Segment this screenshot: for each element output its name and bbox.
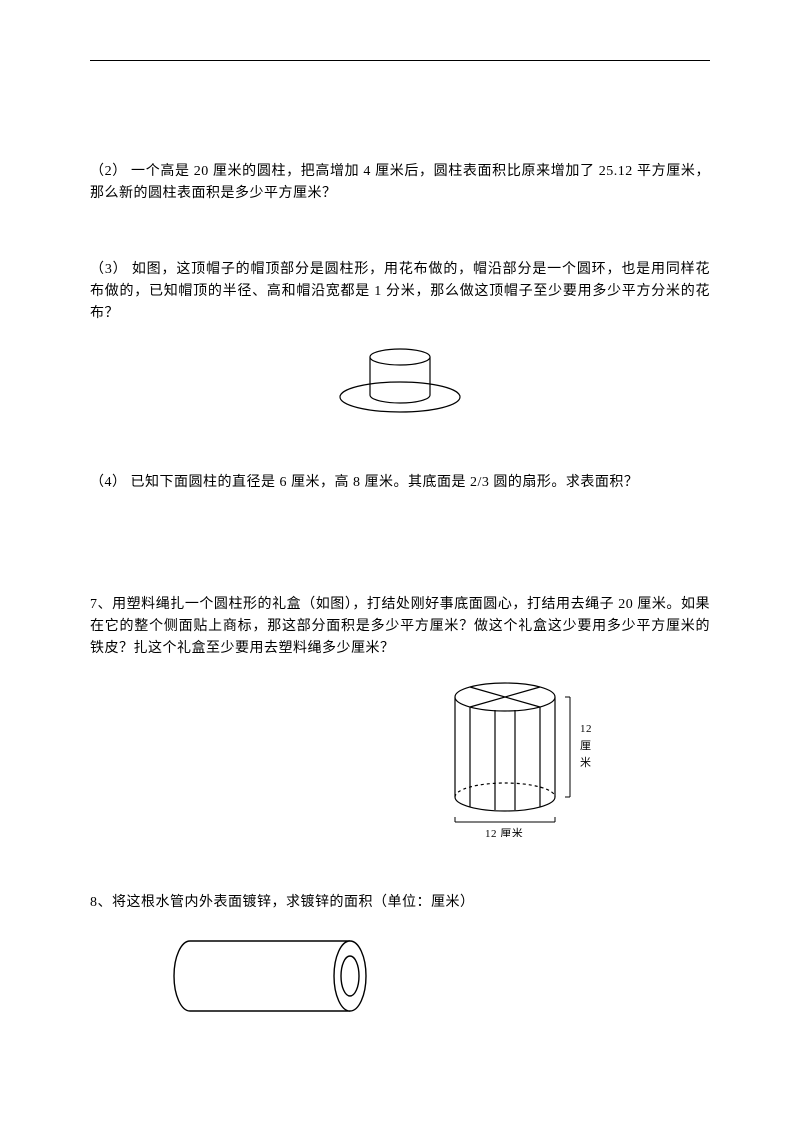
problem-4: （4） 已知下面圆柱的直径是 6 厘米，高 8 厘米。其底面是 2/3 圆的扇形… [90, 472, 710, 494]
hat-brim-inner-front [370, 395, 430, 403]
problem-4-text: （4） 已知下面圆柱的直径是 6 厘米，高 8 厘米。其底面是 2/3 圆的扇形… [90, 475, 638, 490]
problem-3-text: （3） 如图，这顶帽子的帽顶部分是圆柱形，用花布做的，帽沿部分是一个圆环，也是用… [90, 262, 710, 320]
problem-7: 7、用塑料绳扎一个圆柱形的礼盒（如图），打结处刚好事底面圆心，打结用去绳子 20… [90, 594, 710, 837]
hat-figure [315, 332, 485, 417]
problem-8-figure-wrap [90, 929, 710, 1024]
pipe-figure [170, 929, 400, 1024]
hat-crown-top [370, 349, 430, 365]
problem-8: 8、将这根水管内外表面镀锌，求镀锌的面积（单位：厘米） [90, 892, 710, 1024]
problem-2: （2） 一个高是 20 厘米的圆柱，把高增加 4 厘米后，圆柱表面积比原来增加了… [90, 161, 710, 204]
pipe-left-arc [174, 941, 190, 1011]
problem-7-figure-wrap: 12 厘 米 12 厘米 [90, 667, 710, 837]
problem-3-figure-wrap [90, 332, 710, 417]
box-dim-h-label-2: 厘 [580, 740, 592, 752]
gift-box-figure: 12 厘 米 12 厘米 [430, 667, 650, 837]
problem-7-text: 7、用塑料绳扎一个圆柱形的礼盒（如图），打结处刚好事底面圆心，打结用去绳子 20… [90, 597, 710, 655]
page-top-rule [90, 60, 710, 61]
box-dim-h-label-1: 12 [580, 723, 592, 735]
box-dim-w-label: 12 厘米 [485, 827, 523, 837]
box-dim-h-label-3: 米 [580, 756, 592, 769]
problem-2-text: （2） 一个高是 20 厘米的圆柱，把高增加 4 厘米后，圆柱表面积比原来增加了… [90, 164, 710, 201]
pipe-right-inner [341, 956, 359, 996]
problem-8-text: 8、将这根水管内外表面镀锌，求镀锌的面积（单位：厘米） [90, 895, 475, 910]
document-page: （2） 一个高是 20 厘米的圆柱，把高增加 4 厘米后，圆柱表面积比原来增加了… [0, 0, 800, 1132]
problem-3: （3） 如图，这顶帽子的帽顶部分是圆柱形，用花布做的，帽沿部分是一个圆环，也是用… [90, 259, 710, 417]
